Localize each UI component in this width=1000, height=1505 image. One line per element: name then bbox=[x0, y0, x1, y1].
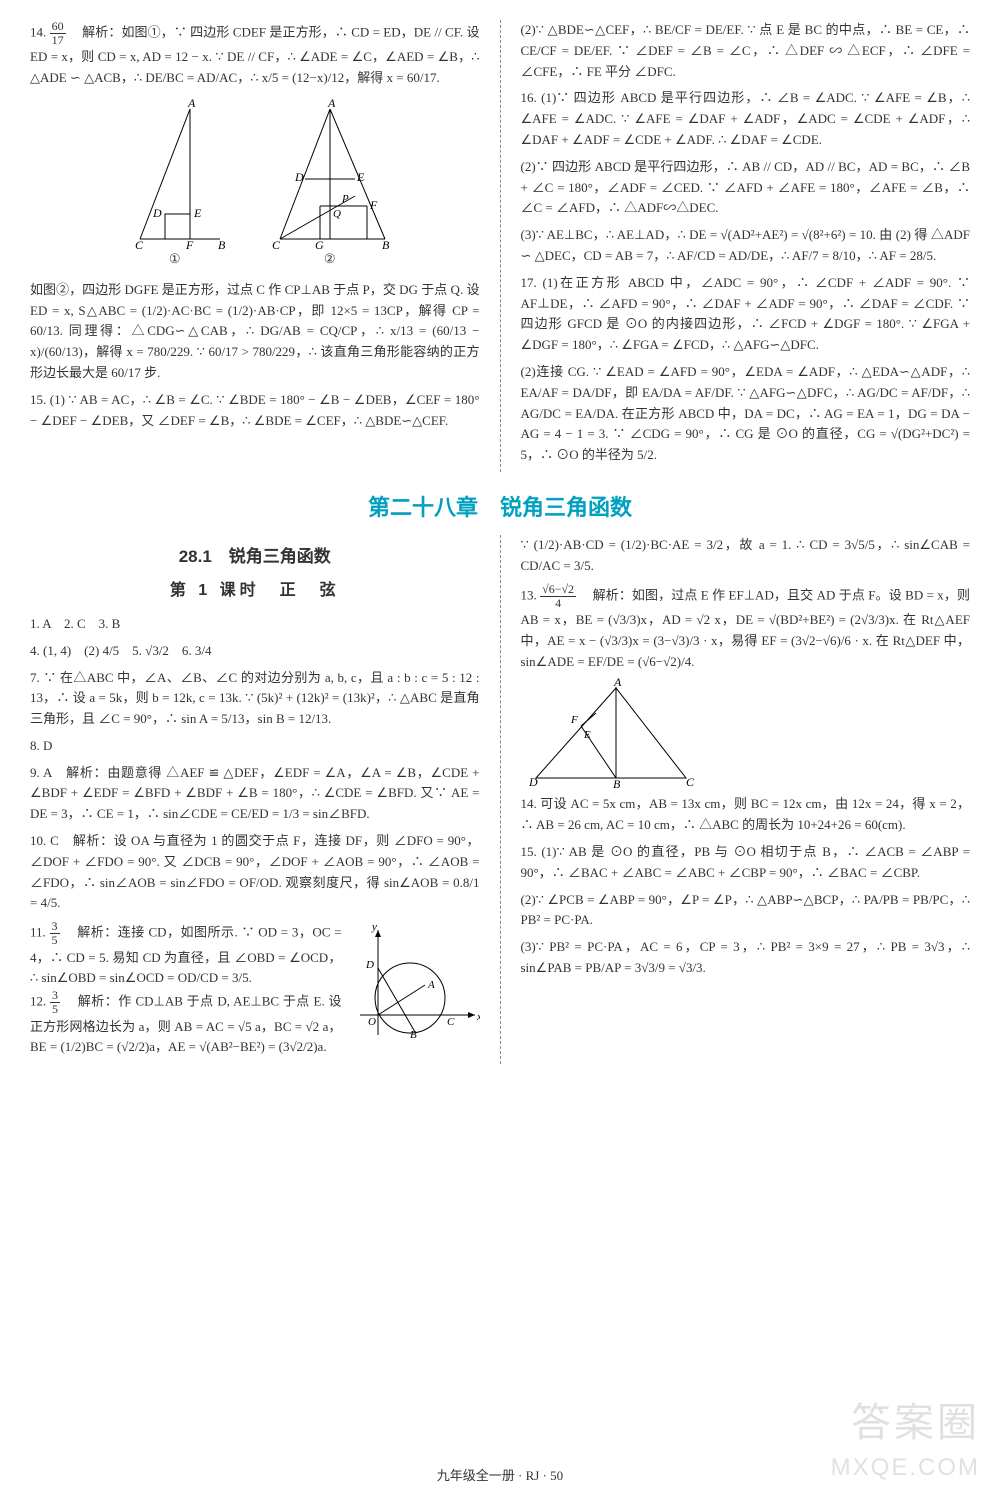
q15b-p2: (2)∵ ∠PCB = ∠ABP = 90°，∠P = ∠P，∴ △ABP∽△B… bbox=[521, 890, 971, 932]
q11-row: 11. 35 解析：连接 CD，如图所示. ∵ OD = 3，OC = 4，∴ … bbox=[30, 920, 480, 1064]
svg-text:A: A bbox=[327, 99, 336, 110]
q14-fig1: A C B D E F ① bbox=[110, 99, 240, 270]
section-title: 28.1 锐角三角函数 bbox=[30, 543, 480, 570]
bottom-columns: 28.1 锐角三角函数 第 1 课时 正 弦 1. A 2. C 3. B 4.… bbox=[30, 535, 970, 1064]
q9: 9. A 解析：由题意得 △AEF ≌ △DEF，∠EDF = ∠A，∠A = … bbox=[30, 763, 480, 825]
q16-p2: (2)∵ 四边形 ABCD 是平行四边形，∴ AB // CD，AD // BC… bbox=[521, 157, 971, 219]
lesson-title: 第 1 课时 正 弦 bbox=[30, 578, 480, 604]
svg-text:x: x bbox=[476, 1011, 480, 1023]
q15-p2: (2)∵ △BDE∽△CEF，∴ BE/CF = DE/EF. ∵ 点 E 是 … bbox=[521, 20, 971, 82]
q14b: 14. 可设 AC = 5x cm，AB = 13x cm，则 BC = 12x… bbox=[521, 794, 971, 836]
bottom-divider bbox=[500, 535, 501, 1064]
svg-text:E: E bbox=[356, 170, 365, 184]
q12-text: 解析：作 CD⊥AB 于点 D, AE⊥BC 于点 E. 设正方形网格边长为 a… bbox=[30, 994, 342, 1055]
q11-text: 解析：连接 CD，如图所示. ∵ OD = 3，OC = 4，∴ CD = 5.… bbox=[30, 925, 342, 986]
q14-text1: 解析：如图①，∵ 四边形 CDEF 是正方形，∴ CD = ED，DE // C… bbox=[30, 25, 480, 86]
fig1-label: ① bbox=[110, 249, 240, 270]
svg-text:B: B bbox=[382, 238, 390, 249]
q17-p2: (2)连接 CG. ∵ ∠EAD = ∠AFD = 90°，∠EDA = ∠AD… bbox=[521, 362, 971, 466]
svg-text:E: E bbox=[193, 206, 202, 220]
svg-text:Q: Q bbox=[333, 208, 341, 220]
q15b-p1: 15. (1)∵ AB 是 ⊙O 的直径，PB 与 ⊙O 相切于点 B，∴ ∠A… bbox=[521, 842, 971, 884]
bottom-left-col: 28.1 锐角三角函数 第 1 课时 正 弦 1. A 2. C 3. B 4.… bbox=[30, 535, 480, 1064]
q14: 14. 6017 解析：如图①，∵ 四边形 CDEF 是正方形，∴ CD = E… bbox=[30, 20, 480, 89]
q14-text2: 如图②，四边形 DGFE 是正方形，过点 C 作 CP⊥AB 于点 P，交 DG… bbox=[30, 280, 480, 384]
q16-p1: 16. (1)∵ 四边形 ABCD 是平行四边形，∴ ∠B = ∠ADC. ∵ … bbox=[521, 88, 971, 150]
svg-text:D: D bbox=[294, 170, 304, 184]
q1-3: 1. A 2. C 3. B bbox=[30, 614, 480, 635]
svg-text:B: B bbox=[410, 1029, 417, 1040]
q15: 15. (1) ∵ AB = AC，∴ ∠B = ∠C. ∵ ∠BDE = 18… bbox=[30, 390, 480, 432]
svg-text:B: B bbox=[613, 777, 621, 788]
svg-text:C: C bbox=[686, 775, 695, 788]
svg-text:C: C bbox=[272, 238, 281, 249]
q15-text: (1) ∵ AB = AC，∴ ∠B = ∠C. ∵ ∠BDE = 180° −… bbox=[30, 392, 480, 428]
top-left-col: 14. 6017 解析：如图①，∵ 四边形 CDEF 是正方形，∴ CD = E… bbox=[30, 20, 480, 472]
svg-text:C: C bbox=[447, 1016, 455, 1028]
svg-text:A: A bbox=[427, 979, 435, 991]
svg-text:D: D bbox=[152, 206, 162, 220]
q12-cont: ∵ (1/2)·AB·CD = (1/2)·BC·AE = 3/2，故 a = … bbox=[521, 535, 971, 577]
q13-text: 解析：如图，过点 E 作 EF⊥AD，且交 AD 于点 F。设 BD = x，则… bbox=[521, 587, 971, 668]
q10: 10. C 解析：设 OA 与直径为 1 的圆交于点 F，连接 DF，则 ∠DF… bbox=[30, 831, 480, 914]
fig2-label: ② bbox=[260, 249, 400, 270]
q13-figure: A D B C F E bbox=[521, 678, 971, 788]
q15b-p3: (3)∵ PB² = PC·PA，AC = 6，CP = 3，∴ PB² = 3… bbox=[521, 937, 971, 979]
q14-fig2: A C B D E F P Q G ② bbox=[260, 99, 400, 270]
svg-text:G: G bbox=[315, 238, 324, 249]
top-columns: 14. 6017 解析：如图①，∵ 四边形 CDEF 是正方形，∴ CD = E… bbox=[30, 20, 970, 472]
q17-p1-text: (1)在正方形 ABCD 中，∠ADC = 90°，∴ ∠CDF + ∠ADF … bbox=[521, 275, 971, 352]
svg-text:F: F bbox=[369, 198, 378, 212]
chapter-title: 第二十八章 锐角三角函数 bbox=[30, 490, 970, 525]
q16-p3: (3)∵ AE⊥BC，∴ AE⊥AD，∴ DE = √(AD²+AE²) = √… bbox=[521, 225, 971, 267]
q4-6: 4. (1, 4) (2) 4/5 5. √3/2 6. 3/4 bbox=[30, 641, 480, 662]
svg-text:O: O bbox=[368, 1016, 376, 1028]
watermark-url: MXQE.COM bbox=[831, 1449, 980, 1487]
svg-text:E: E bbox=[583, 729, 591, 741]
svg-text:A: A bbox=[613, 678, 622, 689]
q11: 11. 35 解析：连接 CD，如图所示. ∵ OD = 3，OC = 4，∴ … bbox=[30, 920, 342, 1058]
q16-p1-text: (1)∵ 四边形 ABCD 是平行四边形，∴ ∠B = ∠ADC. ∵ ∠AFE… bbox=[521, 90, 971, 147]
q8: 8. D bbox=[30, 736, 480, 757]
svg-text:F: F bbox=[185, 238, 194, 249]
q17-p1: 17. (1)在正方形 ABCD 中，∠ADC = 90°，∴ ∠CDF + ∠… bbox=[521, 273, 971, 356]
svg-text:P: P bbox=[341, 193, 349, 205]
q11-figure: x y O A B C D bbox=[350, 920, 480, 1064]
q15b-p1-text: (1)∵ AB 是 ⊙O 的直径，PB 与 ⊙O 相切于点 B，∴ ∠ACB =… bbox=[521, 844, 971, 880]
svg-text:A: A bbox=[187, 99, 196, 110]
top-divider bbox=[500, 20, 501, 472]
svg-text:D: D bbox=[365, 959, 374, 971]
svg-text:D: D bbox=[528, 775, 538, 788]
q14-figures: A C B D E F ① bbox=[30, 99, 480, 270]
bottom-right-col: ∵ (1/2)·AB·CD = (1/2)·BC·AE = 3/2，故 a = … bbox=[521, 535, 971, 1064]
svg-text:C: C bbox=[135, 238, 144, 249]
q7: 7. ∵ 在△ABC 中，∠A、∠B、∠C 的对边分别为 a, b, c，且 a… bbox=[30, 668, 480, 730]
svg-text:B: B bbox=[218, 238, 226, 249]
q13: 13. √6−√24 解析：如图，过点 E 作 EF⊥AD，且交 AD 于点 F… bbox=[521, 583, 971, 673]
svg-text:F: F bbox=[570, 714, 578, 726]
watermark-text: 答案圈 bbox=[851, 1391, 980, 1455]
svg-text:y: y bbox=[371, 921, 377, 933]
top-right-col: (2)∵ △BDE∽△CEF，∴ BE/CF = DE/EF. ∵ 点 E 是 … bbox=[521, 20, 971, 472]
